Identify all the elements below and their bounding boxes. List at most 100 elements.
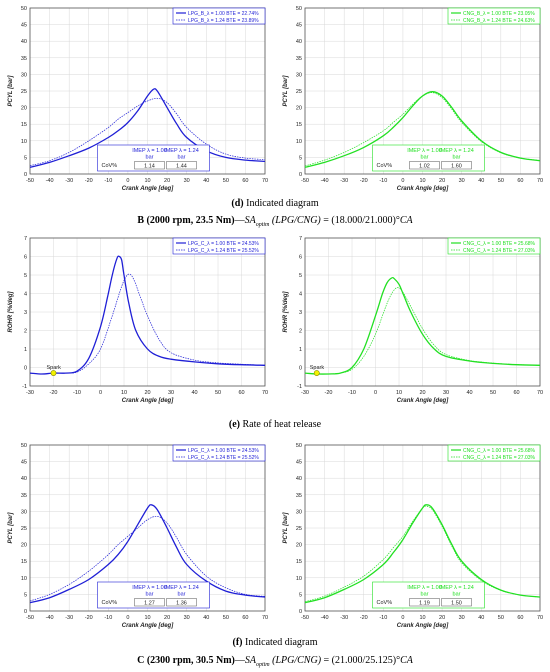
x-tick-label-9: 40 <box>478 615 484 621</box>
y-tick-label-3: 15 <box>296 122 302 128</box>
spark-label: Spark <box>47 365 62 371</box>
plot-frame <box>29 237 266 387</box>
condition-b-dash: — <box>234 215 245 226</box>
x-tick-label-12: 70 <box>262 178 268 184</box>
condition-c-sub: optim <box>255 662 270 668</box>
x-tick-label-12: 70 <box>262 615 268 621</box>
x-tick-label-10: 50 <box>223 615 229 621</box>
legend-label-0: LPG_C_λ = 1.00 BTE = 24.53% <box>188 448 259 454</box>
x-tick-label-12: 70 <box>537 615 543 621</box>
x-tick-label-3: 0 <box>99 390 102 396</box>
y-tick-label-7: 35 <box>21 56 27 62</box>
condition-b-unit: CA <box>399 215 413 226</box>
chart-d-cng: -50 -40 -30 -20 -10 0 10 20 30 40 50 60 70 0 5 10 15 20 25… <box>275 0 550 196</box>
plot-frame <box>29 7 266 175</box>
plot-frame <box>304 444 541 612</box>
imep-header-0: IMEP λ = 1.00 <box>407 585 442 591</box>
cov-cell-0 <box>134 598 165 607</box>
series-line-1 <box>304 287 541 375</box>
caption-f-label: (f) <box>232 637 243 648</box>
y-tick-label-5: 25 <box>296 526 302 532</box>
x-tick-label-6: 10 <box>419 178 425 184</box>
condition-b-sa: SA <box>244 215 256 226</box>
x-tick-label-3: -20 <box>85 178 93 184</box>
series-line-1 <box>29 273 266 375</box>
cov-cell-0 <box>409 598 440 607</box>
x-tick-label-8: 50 <box>215 390 221 396</box>
y-tick-label-1: 0 <box>299 366 302 372</box>
y-axis-label: ROHR [%/deg] <box>8 291 14 333</box>
x-tick-label-1: -40 <box>46 615 54 621</box>
cov-cell-0 <box>134 161 165 170</box>
y-tick-label-0: 0 <box>299 609 302 615</box>
legend-label-0: CNG_B_λ = 1.00 BTE = 23.05% <box>463 11 535 17</box>
chart-e-cng-svg: -30 -20 -10 0 10 20 30 40 50 60 70-101234567Crank … <box>283 236 543 404</box>
x-tick-label-1: -40 <box>321 178 329 184</box>
legend-label-1: LPG_B_λ = 1.24 BTE = 23.89% <box>188 18 259 24</box>
x-tick-label-10: 50 <box>223 178 229 184</box>
x-tick-label-4: -10 <box>104 615 112 621</box>
x-axis-label: Crank Angle [deg] <box>122 623 174 629</box>
cov-cell-0 <box>409 161 440 170</box>
y-tick-label-2: 10 <box>21 576 27 582</box>
imep-unit-1: bar <box>178 155 186 161</box>
x-tick-label-9: 60 <box>513 390 519 396</box>
x-tick-label-2: -10 <box>348 390 356 396</box>
x-tick-label-7: 40 <box>466 390 472 396</box>
cov-value-0: 1.02 <box>419 163 430 169</box>
y-axis-label: PCYL [bar] <box>283 75 289 107</box>
chart-f-lpg: -50 -40 -30 -20 -10 0 10 20 30 40 50 60 70 0 5 10 15 20 25… <box>0 437 275 633</box>
x-tick-label-1: -40 <box>321 615 329 621</box>
chart-e-lpg-svg: -30 -20 -10 0 10 20 30 40 50 60 70-101234567Crank … <box>8 236 268 404</box>
chart-f-cng-svg: -50 -40 -30 -20 -10 0 10 20 30 40 50 60 70 0 5 10 15 20 25… <box>283 443 543 629</box>
legend-box <box>447 444 541 462</box>
legend-label-1: CNG_C_λ = 1.24 BTE = 27.03% <box>463 455 536 461</box>
y-tick-label-7: 35 <box>21 493 27 499</box>
y-tick-label-0: 0 <box>299 172 302 178</box>
chart-d-lpg: -50 -40 -30 -20 -10 0 10 20 30 40 50 60 70 0 5 10 15 20 25… <box>0 0 275 196</box>
cov-value-1: 1.36 <box>176 600 187 606</box>
x-tick-label-8: 50 <box>490 390 496 396</box>
x-tick-label-1: -20 <box>50 390 58 396</box>
legend-label-0: CNG_C_λ = 1.00 BTE = 25.68% <box>463 241 536 247</box>
y-tick-label-4: 20 <box>21 106 27 112</box>
cov-row-label: CoV% <box>102 163 118 169</box>
condition-c: C (2300 rpm, 30.5 Nm)—SAoptim (LPG/CNG) … <box>0 655 550 668</box>
legend-box <box>447 7 541 25</box>
cov-value-1: 1.60 <box>451 163 462 169</box>
imep-header-1: IMEP λ = 1.24 <box>439 585 474 591</box>
cov-cell-1 <box>166 161 197 170</box>
x-tick-label-6: 30 <box>443 390 449 396</box>
x-tick-label-4: -10 <box>379 178 387 184</box>
y-tick-label-3: 15 <box>21 559 27 565</box>
imep-unit-0: bar <box>421 155 429 161</box>
y-tick-label-10: 50 <box>21 6 27 12</box>
x-tick-label-5: 0 <box>126 615 129 621</box>
condition-c-tail: = (21.000/25.125)° <box>321 655 401 666</box>
y-tick-label-2: 10 <box>296 139 302 145</box>
y-tick-label-6: 30 <box>21 72 27 78</box>
x-tick-label-6: 10 <box>144 615 150 621</box>
condition-b-tail: = (18.000/21.000)° <box>320 215 400 226</box>
x-tick-label-11: 60 <box>242 178 248 184</box>
condition-c-unit: CA <box>400 655 413 666</box>
y-tick-label-6: 5 <box>299 273 302 279</box>
y-tick-label-9: 45 <box>296 460 302 466</box>
y-tick-label-7: 6 <box>24 255 27 261</box>
y-tick-label-2: 10 <box>21 139 27 145</box>
caption-d: (d) Indicated diagram <box>0 198 550 209</box>
caption-f-text: Indicated diagram <box>242 637 318 648</box>
y-tick-label-10: 50 <box>21 443 27 449</box>
x-tick-label-7: 20 <box>439 615 445 621</box>
y-tick-label-3: 2 <box>299 329 302 335</box>
y-tick-label-2: 10 <box>296 576 302 582</box>
x-tick-label-2: -30 <box>65 615 73 621</box>
y-tick-label-4: 3 <box>299 310 302 316</box>
caption-e-label: (e) <box>228 419 241 430</box>
x-tick-label-0: -50 <box>26 615 34 621</box>
x-axis-label: Crank Angle [deg] <box>397 623 449 629</box>
y-tick-label-8: 7 <box>24 236 27 242</box>
y-tick-label-8: 40 <box>296 476 302 482</box>
series-line-0 <box>304 504 541 604</box>
series-line-1 <box>29 97 266 167</box>
